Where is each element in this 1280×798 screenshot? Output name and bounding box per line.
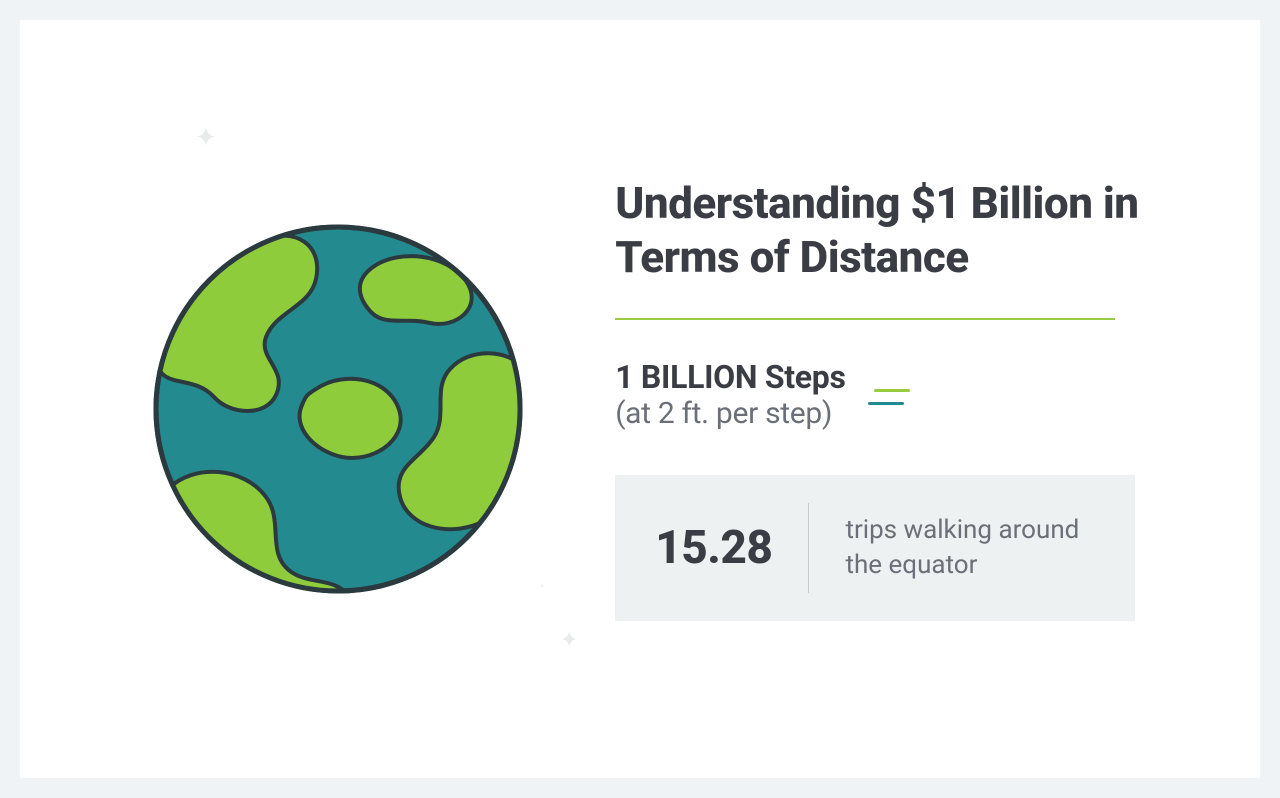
steps-subtext: (at 2 ft. per step)	[615, 396, 845, 431]
content-panel: Understanding $1 Billion in Terms of Dis…	[615, 87, 1260, 711]
result-number: 15.28	[655, 521, 772, 575]
steps-equation: 1 BILLION Steps (at 2 ft. per step)	[615, 358, 1150, 431]
infographic-title: Understanding $1 Billion in Terms of Dis…	[615, 177, 1150, 284]
result-separator	[808, 503, 809, 593]
result-box: 15.28 trips walking around the equator	[615, 475, 1135, 621]
infographic-card: ✦ ✦ •	[20, 20, 1260, 778]
steps-text: 1 BILLION Steps (at 2 ft. per step)	[615, 358, 845, 431]
globe-icon	[148, 219, 528, 599]
steps-headline: 1 BILLION Steps	[615, 358, 845, 396]
result-description: trips walking around the equator	[845, 513, 1095, 583]
title-divider	[615, 318, 1115, 320]
illustration-panel	[20, 20, 615, 778]
equals-icon	[874, 389, 910, 405]
